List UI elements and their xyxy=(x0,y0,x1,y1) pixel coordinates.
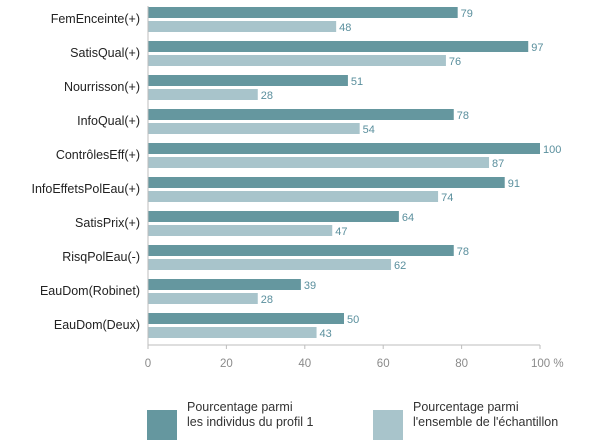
bar-profil1 xyxy=(148,41,529,52)
labels-group: FemEnceinte(+) 79 48 SatisQual(+) 97 76 Nourri… xyxy=(31,8,561,340)
value-label: 39 xyxy=(304,280,316,292)
x-tick-label: 0 xyxy=(145,358,151,370)
value-label: 100 xyxy=(543,144,561,156)
bar-profil1 xyxy=(148,7,458,18)
value-label: 43 xyxy=(320,328,332,340)
bar-profil1 xyxy=(148,245,454,256)
x-axis: 0 20 40 60 80 100 % xyxy=(145,6,564,370)
bar-echantillon xyxy=(148,55,446,66)
legend-label-echantillon-line2: l'ensemble de l'échantillon xyxy=(413,415,559,429)
x-tick-label: 80 xyxy=(455,358,468,370)
value-label: 51 xyxy=(351,76,363,88)
value-label: 78 xyxy=(457,110,469,122)
value-label: 28 xyxy=(261,90,273,102)
x-tick-label: 20 xyxy=(220,358,233,370)
bar-echantillon xyxy=(148,259,392,270)
category-label: SatisPrix(+) xyxy=(75,216,140,230)
value-label: 28 xyxy=(261,294,273,306)
bar-profil1 xyxy=(148,177,505,188)
legend-label-profil1-line1: Pourcentage parmi xyxy=(187,400,293,414)
legend-swatch-profil1 xyxy=(147,410,177,440)
category-label: InfoEffetsPolEau(+) xyxy=(31,182,140,196)
value-label: 54 xyxy=(363,124,375,136)
category-label: FemEnceinte(+) xyxy=(51,12,140,26)
category-label: RisqPolEau(-) xyxy=(62,250,140,264)
category-label: Nourrisson(+) xyxy=(64,80,140,94)
bar-profil1 xyxy=(148,143,540,154)
value-label: 87 xyxy=(492,158,504,170)
category-label: SatisQual(+) xyxy=(70,46,140,60)
bar-echantillon xyxy=(148,89,258,100)
bar-echantillon xyxy=(148,293,258,304)
value-label: 62 xyxy=(394,260,406,272)
bars-group xyxy=(148,7,540,338)
bar-echantillon xyxy=(148,327,317,338)
bar-echantillon xyxy=(148,21,337,32)
bar-profil1 xyxy=(148,313,344,324)
value-label: 48 xyxy=(339,22,351,34)
value-label: 78 xyxy=(457,246,469,258)
bar-echantillon xyxy=(148,191,439,202)
legend-swatch-echantillon xyxy=(373,410,403,440)
value-label: 50 xyxy=(347,314,359,326)
value-label: 97 xyxy=(531,42,543,54)
bar-profil1 xyxy=(148,279,301,290)
legend-label-profil1-line2: les individus du profil 1 xyxy=(187,415,314,429)
value-label: 76 xyxy=(449,56,461,68)
bar-profil1 xyxy=(148,75,348,86)
category-label: InfoQual(+) xyxy=(77,114,140,128)
legend-label-echantillon: Pourcentage parmi l'ensemble de l'échant… xyxy=(413,400,558,430)
category-label: EauDom(Robinet) xyxy=(40,284,140,298)
value-label: 47 xyxy=(335,226,347,238)
bar-echantillon xyxy=(148,225,333,236)
bar-echantillon xyxy=(148,123,360,134)
value-label: 79 xyxy=(461,8,473,20)
x-tick-label: 60 xyxy=(377,358,390,370)
x-tick-label: 40 xyxy=(298,358,311,370)
legend-label-echantillon-line1: Pourcentage parmi xyxy=(413,400,519,414)
bar-profil1 xyxy=(148,109,454,120)
legend-label-profil1: Pourcentage parmi les individus du profi… xyxy=(187,400,313,430)
value-label: 91 xyxy=(508,178,520,190)
value-label: 64 xyxy=(402,212,414,224)
x-tick-label: 100 % xyxy=(531,358,564,370)
category-label: EauDom(Deux) xyxy=(54,318,140,332)
category-label: ContrôlesEff(+) xyxy=(56,148,140,162)
bar-profil1 xyxy=(148,211,399,222)
bar-echantillon xyxy=(148,157,490,168)
value-label: 74 xyxy=(441,192,453,204)
